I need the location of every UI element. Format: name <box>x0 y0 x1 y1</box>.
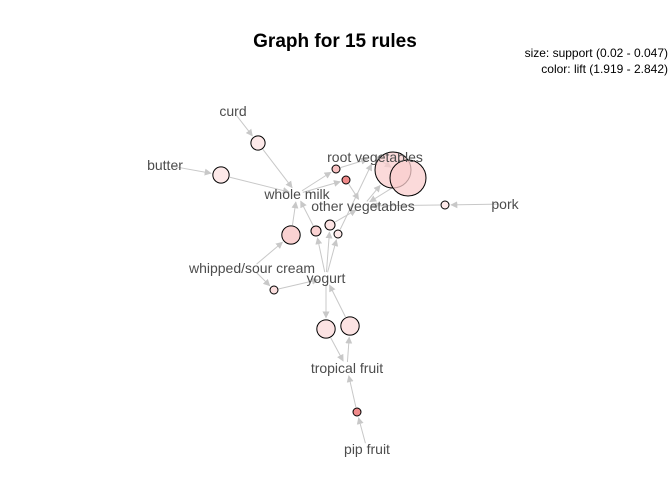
edge-r10-to-other_vegetables <box>334 209 357 223</box>
item-label-tropical-fruit: tropical fruit <box>311 360 383 376</box>
edge-curd-to-r1 <box>236 115 253 137</box>
rule-node-r5 <box>331 164 341 174</box>
edge-yogurt-to-r9 <box>315 237 326 273</box>
item-label-butter: butter <box>147 157 183 173</box>
item-label-whipped-sour-cream: whipped/sour cream <box>188 260 315 276</box>
edge-r7-to-other_vegetables <box>370 202 441 210</box>
edge-pip_fruit-to-r15 <box>356 417 366 444</box>
edge-tropical_fruit-to-r14 <box>345 336 353 363</box>
edge-r9-to-whole_milk <box>300 200 314 226</box>
rule-node-r12 <box>269 285 279 295</box>
rule-node-r2 <box>212 166 230 184</box>
item-label-pip-fruit: pip fruit <box>344 441 390 457</box>
edge-r13-to-tropical_fruit <box>330 337 344 362</box>
edge-r8-to-whole_milk <box>291 201 299 225</box>
rule-node-r13 <box>316 319 336 339</box>
item-label-curd: curd <box>219 103 246 119</box>
rule-node-r14 <box>340 316 360 336</box>
chart-title: Graph for 15 rules <box>253 31 417 52</box>
edge-r12-to-yogurt <box>278 277 319 290</box>
edge-r5-to-root_vegetables <box>340 157 369 169</box>
rule-node-r15 <box>352 407 362 417</box>
item-labels-layer: curd butter whole milk root vegetables other… <box>147 103 520 457</box>
rule-node-r10 <box>324 219 336 231</box>
edge-whipped_sour_cream-to-r12 <box>255 271 271 287</box>
edge-pork-to-r7 <box>450 201 500 209</box>
item-label-other-vegetables: other vegetables <box>311 198 415 214</box>
edge-other_vegetables-to-r3 <box>366 184 381 202</box>
edge-r15-to-tropical_fruit <box>346 375 357 408</box>
edges-layer <box>170 115 500 444</box>
rule-node-r8 <box>281 225 301 245</box>
edge-r1-to-whole_milk <box>262 149 293 189</box>
legend-size: size: support (0.02 - 0.047) <box>525 46 668 60</box>
edge-whole_milk-to-r5 <box>301 171 332 192</box>
legend-color: color: lift (1.919 - 2.842) <box>541 62 668 76</box>
edge-r14-to-yogurt <box>329 284 346 318</box>
edge-whole_milk-to-r6 <box>302 180 341 193</box>
item-label-root-vegetables: root vegetables <box>327 149 423 165</box>
edge-r4-to-other_vegetables <box>369 187 393 203</box>
edge-butter-to-r2 <box>170 165 212 176</box>
edge-yogurt-to-r11 <box>327 239 339 273</box>
rule-node-r4 <box>389 159 427 197</box>
edge-whipped_sour_cream-to-r8 <box>256 241 283 265</box>
edge-r2-to-whole_milk <box>229 176 290 194</box>
edge-r11-to-root_vegetables <box>339 163 372 230</box>
edge-r6-to-other_vegetables <box>348 183 360 200</box>
item-label-yogurt: yogurt <box>307 270 346 286</box>
rule-node-r9 <box>310 225 322 237</box>
rule-node-r1 <box>250 135 266 151</box>
item-label-pork: pork <box>491 196 519 212</box>
edge-yogurt-to-r10 <box>325 231 333 273</box>
rule-nodes-layer <box>212 135 450 417</box>
rule-node-r11 <box>333 229 343 239</box>
rule-node-r7 <box>440 200 450 210</box>
rule-node-r6 <box>341 175 351 185</box>
item-label-whole-milk: whole milk <box>263 186 330 202</box>
